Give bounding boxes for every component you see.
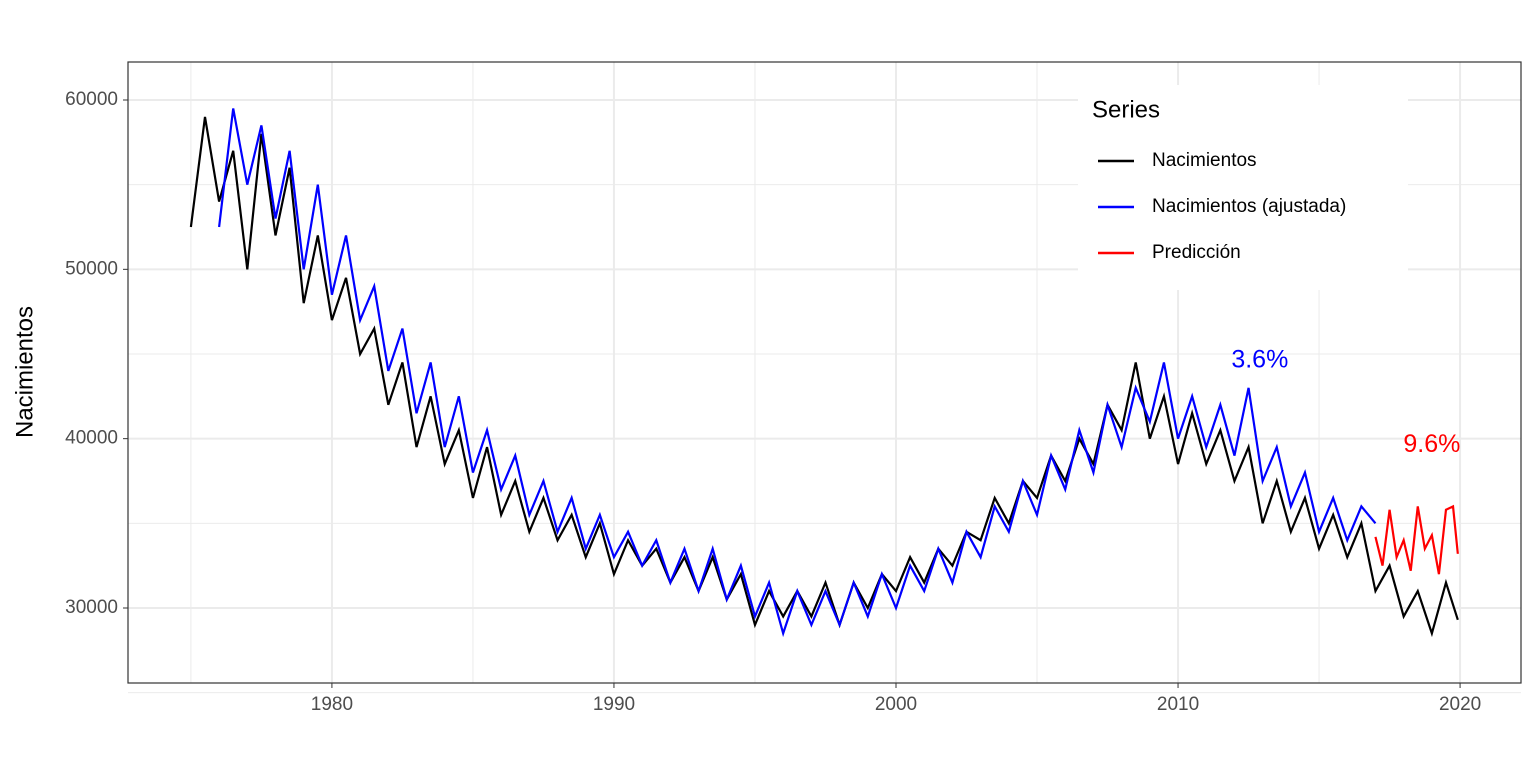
series-line (1374, 504, 1459, 575)
y-tick-label: 40000 (65, 428, 118, 449)
series-line (218, 108, 1377, 638)
y-tick-label: 50000 (65, 258, 118, 279)
x-tick-label: 1980 (311, 694, 353, 715)
legend-label: Nacimientos (1152, 150, 1257, 171)
x-tick-label: 1990 (593, 694, 635, 715)
y-tick-label: 60000 (65, 89, 118, 110)
legend-label: Nacimientos (ajustada) (1152, 196, 1346, 217)
legend-title: Series (1092, 96, 1160, 123)
annotation: 3.6% (1231, 345, 1288, 373)
y-axis-label: Nacimientos (11, 306, 38, 438)
plot-border (127, 61, 1522, 684)
x-tick-label: 2000 (875, 694, 917, 715)
legend-label: Predicción (1152, 242, 1241, 263)
y-tick-label: 30000 (65, 597, 118, 618)
series-line (189, 116, 1459, 638)
x-tick-label: 2020 (1439, 694, 1481, 715)
x-tick-label: 2010 (1157, 694, 1199, 715)
legend-box (1078, 85, 1408, 290)
annotation: 9.6% (1403, 430, 1460, 458)
